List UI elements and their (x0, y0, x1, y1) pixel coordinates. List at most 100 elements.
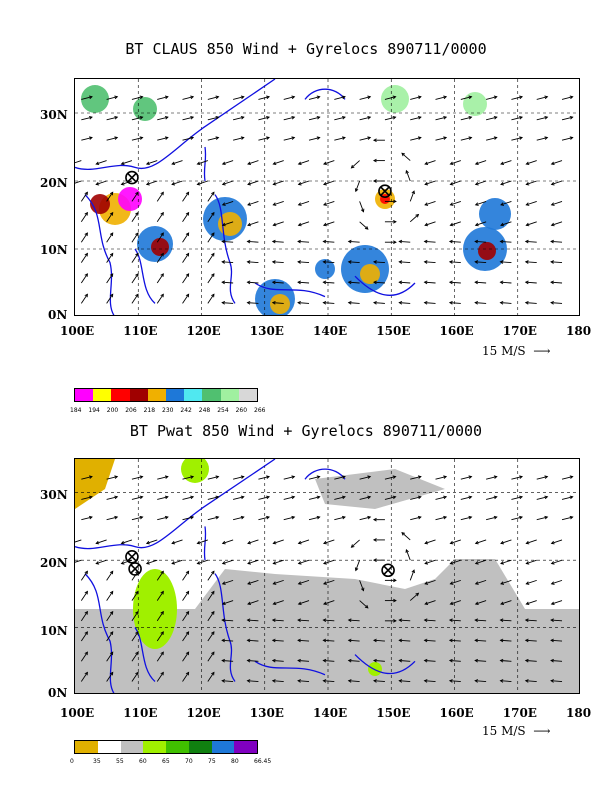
wind-arrowhead (499, 679, 504, 683)
wind-arrowhead (393, 240, 397, 245)
wind-arrow (475, 539, 487, 544)
wind-arrowhead (297, 679, 301, 683)
wind-arrowhead (185, 211, 190, 216)
wind-arrowhead (297, 658, 301, 663)
wind-arrowhead (474, 658, 479, 663)
wind-arrowhead (271, 679, 276, 683)
wind-arrowhead (417, 515, 422, 520)
colorbar-tick-label: 218 (143, 407, 156, 414)
panel2-scale-text: 15 M/S (482, 724, 526, 738)
panel1-lat-label-20n: 20N (40, 176, 68, 190)
wind-arrowhead (316, 495, 321, 500)
wind-arrowhead (322, 658, 327, 663)
wind-arrowhead (190, 475, 195, 479)
wind-arrowhead (190, 495, 195, 500)
wind-arrowhead (297, 202, 302, 206)
wind-arrow (500, 200, 512, 206)
wind-arrowhead (215, 475, 220, 479)
wind-arrow (273, 180, 284, 185)
wind-arrow (298, 660, 310, 662)
gyre-location-marker (125, 549, 139, 564)
wind-arrowhead (322, 581, 327, 585)
wind-arrowhead (135, 191, 139, 196)
wind-arrow (475, 600, 487, 605)
wind-arrow (526, 200, 537, 206)
wind-arrow (106, 212, 114, 223)
wind-arrow (424, 221, 436, 226)
wind-arrowhead (139, 475, 144, 479)
panel2-scale-arrow: ⟶ (529, 724, 551, 738)
wind-arrowhead (221, 161, 226, 166)
wind-arrow (475, 639, 487, 642)
wind-arrow (323, 539, 335, 544)
wind-arrow (399, 302, 411, 304)
panel1-lat-label-10n: 10N (40, 243, 68, 257)
wind-arrowhead (424, 161, 429, 166)
wind-arrowhead (367, 95, 372, 100)
wind-arrow (156, 570, 164, 581)
pwat-shading (315, 469, 445, 509)
wind-arrowhead (350, 544, 355, 548)
wind-arrowhead (246, 300, 251, 305)
lon-label: 120E (186, 324, 221, 338)
colorbar-tick-label: 0 (70, 758, 74, 765)
wind-arrow (460, 96, 472, 100)
wind-arrow (171, 180, 183, 185)
wind-arrow (475, 302, 487, 304)
wind-arrow (131, 516, 143, 521)
wind-arrowhead (474, 561, 479, 565)
wind-arrowhead (524, 679, 529, 683)
wind-arrow (298, 600, 310, 605)
wind-arrowhead (84, 631, 88, 635)
wind-arrow (409, 190, 415, 202)
wind-arrow (222, 281, 234, 284)
wind-arrowhead (88, 515, 93, 520)
wind-arrow (373, 639, 385, 642)
wind-arrow (355, 180, 361, 192)
wind-arrowhead (569, 495, 574, 500)
wind-arrowhead (524, 300, 529, 305)
wind-arrowhead (524, 658, 529, 663)
cloud-shading (270, 294, 290, 314)
wind-arrow (561, 96, 573, 100)
wind-arrow (247, 281, 259, 284)
wind-arrow (106, 651, 114, 662)
wind-arrowhead (423, 239, 428, 244)
wind-arrowhead (423, 679, 428, 683)
wind-arrow (121, 559, 133, 565)
lon-label: 110E (123, 324, 158, 338)
wind-arrowhead (398, 300, 403, 305)
wind-arrow (486, 496, 497, 500)
cloud-shading (478, 242, 496, 260)
wind-arrow (182, 631, 190, 642)
wind-arrowhead (120, 561, 125, 565)
wind-arrow (351, 539, 360, 548)
wind-arrow (222, 600, 234, 605)
wind-arrow (182, 191, 190, 202)
wind-arrowhead (297, 581, 302, 585)
wind-arrowhead (372, 158, 377, 163)
wind-arrowhead (373, 300, 377, 305)
wind-arrowhead (417, 475, 422, 479)
wind-arrowhead (443, 115, 448, 120)
wind-arrow (424, 660, 436, 662)
wind-arrow (409, 214, 419, 223)
wind-arrow (424, 180, 436, 185)
wind-arrow (409, 592, 419, 601)
colorbar-tick-label: 248 (198, 407, 211, 414)
wind-arrowhead (449, 581, 454, 585)
colorbar-tick-label: 70 (185, 758, 193, 765)
wind-arrow (182, 232, 190, 243)
wind-arrow (449, 639, 461, 642)
wind-arrow (298, 639, 310, 642)
wind-arrowhead (190, 515, 195, 520)
wind-arrowhead (297, 222, 302, 227)
wind-arrow (247, 639, 259, 642)
wind-arrowhead (297, 601, 302, 606)
wind-arrowhead (246, 658, 251, 663)
wind-arrow (449, 302, 461, 304)
wind-arrowhead (322, 300, 327, 305)
wind-arrow (222, 240, 234, 243)
wind-arrowhead (525, 601, 530, 606)
wind-arrow (424, 600, 436, 605)
